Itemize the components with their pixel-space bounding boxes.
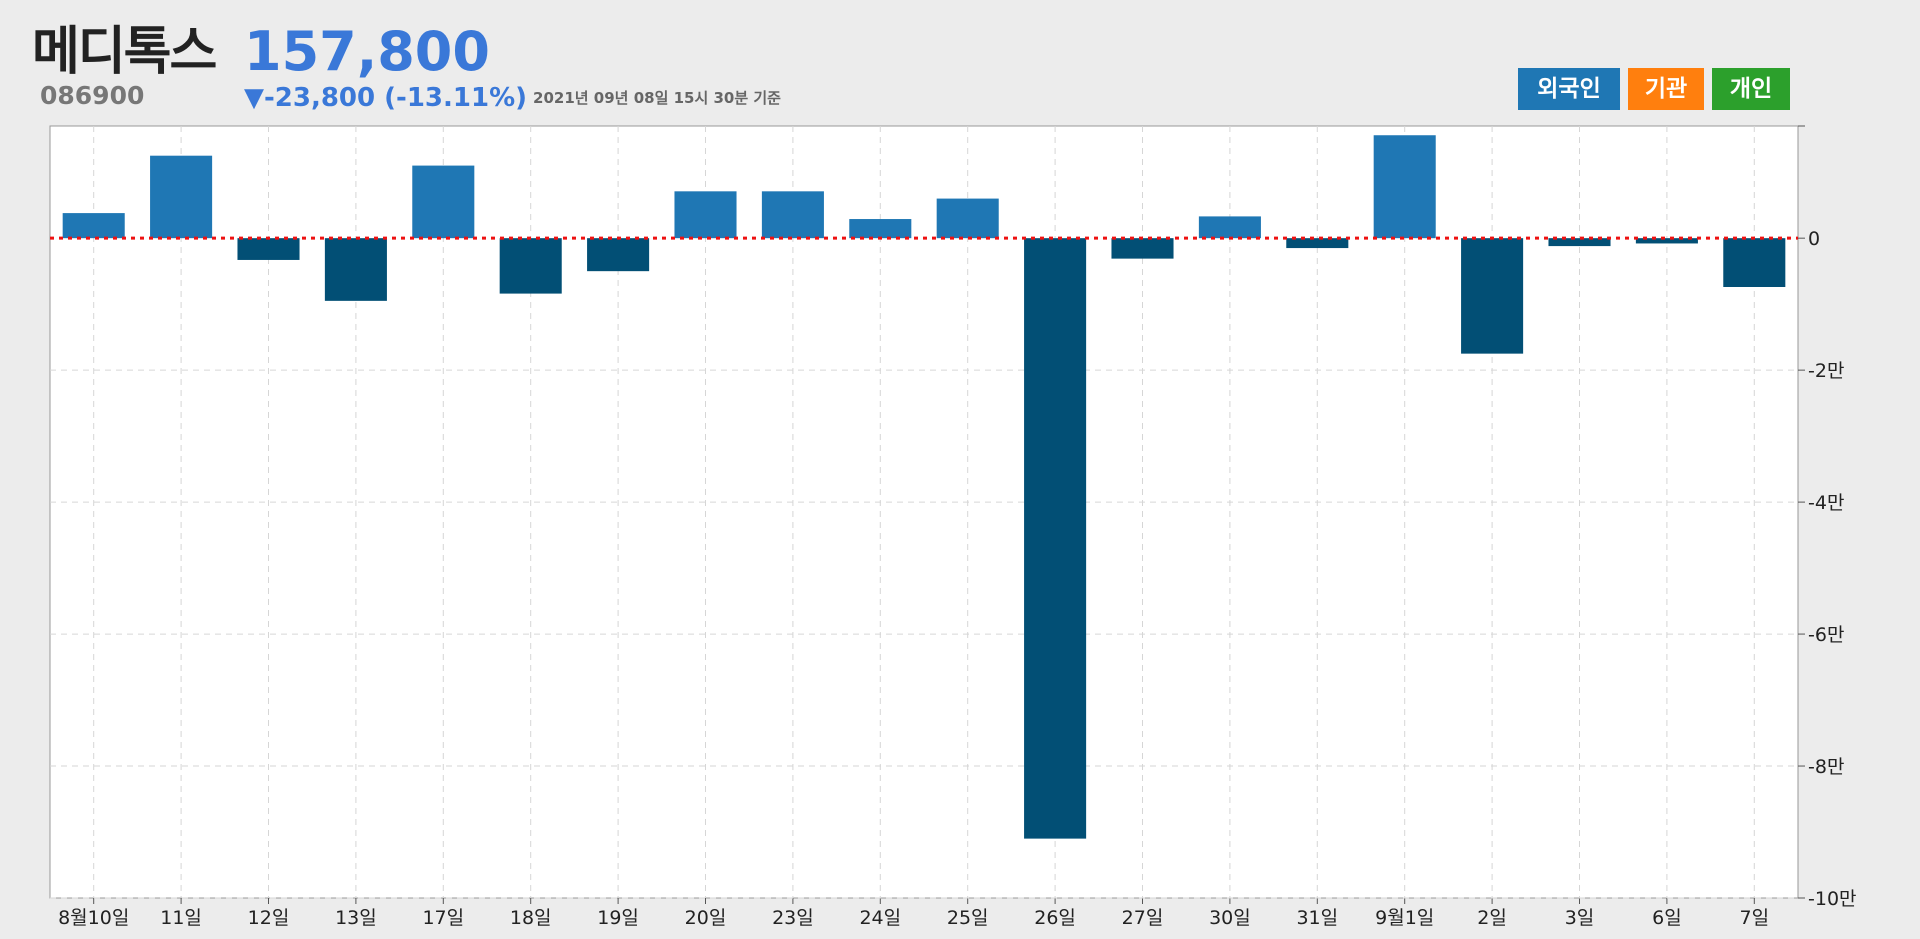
- x-tick-label: 26일: [1034, 907, 1076, 929]
- y-tick-label: -8만: [1808, 756, 1844, 778]
- x-tick-label: 6일: [1652, 907, 1682, 929]
- bar: [1461, 238, 1524, 354]
- bar: [1635, 238, 1698, 244]
- bar: [1024, 238, 1087, 839]
- stock-price: 157,800: [244, 20, 490, 83]
- x-tick-label: 8월10일: [58, 907, 129, 929]
- foreign-investor-button[interactable]: 외국인: [1518, 68, 1620, 110]
- y-axis-labels: 0 -2만 -4만 -6만 -8만 -10만: [1808, 228, 1857, 910]
- y-tick-label: -2만: [1808, 360, 1844, 382]
- bar: [499, 238, 562, 294]
- individual-investor-button[interactable]: 개인: [1712, 68, 1790, 110]
- x-tick-label: 19일: [597, 907, 639, 929]
- header: 메디톡스 086900 157,800 ▼-23,800 (-13.11%) 20…: [0, 0, 1920, 120]
- x-tick-label: 2일: [1477, 907, 1507, 929]
- bar: [1548, 238, 1611, 247]
- x-tick-label: 27일: [1122, 907, 1164, 929]
- x-tick-label: 20일: [685, 907, 727, 929]
- bar: [62, 213, 125, 239]
- grid: [50, 125, 1805, 904]
- plot-background: [49, 125, 1799, 899]
- bars: [62, 135, 1786, 839]
- y-tick-label: -6만: [1808, 624, 1844, 646]
- y-tick-label: -4만: [1808, 492, 1844, 514]
- x-tick-label: 25일: [947, 907, 989, 929]
- x-tick-label: 23일: [772, 907, 814, 929]
- timestamp: 2021년 09년 08일 15시 30분 기준: [533, 89, 781, 107]
- bar: [849, 219, 912, 239]
- bar: [1111, 238, 1174, 259]
- x-tick-label: 11일: [160, 907, 202, 929]
- bar: [412, 165, 475, 239]
- x-tick-label: 24일: [859, 907, 901, 929]
- x-tick-label: 31일: [1296, 907, 1338, 929]
- institution-investor-button[interactable]: 기관: [1628, 68, 1704, 110]
- bar: [324, 238, 387, 301]
- bar: [1723, 238, 1786, 287]
- stock-code: 086900: [40, 81, 145, 110]
- x-tick-label: 17일: [422, 907, 464, 929]
- bar: [587, 238, 650, 272]
- x-tick-label: 30일: [1209, 907, 1251, 929]
- bar: [936, 198, 999, 239]
- bar: [1286, 238, 1349, 249]
- x-tick-label: 13일: [335, 907, 377, 929]
- x-tick-label: 18일: [510, 907, 552, 929]
- bar: [1198, 216, 1261, 239]
- bar: [237, 238, 300, 260]
- stock-change: ▼-23,800 (-13.11%): [244, 83, 528, 113]
- bar: [1373, 135, 1436, 239]
- y-tick-label: -10만: [1808, 888, 1857, 910]
- x-tick-label: 3일: [1565, 907, 1595, 929]
- x-tick-label: 7일: [1740, 907, 1770, 929]
- bar: [674, 191, 737, 239]
- x-axis-labels: 8월10일 11일 12일 13일 17일 18일 19일 20일 23일 24일 25일 26일 27…: [58, 907, 1769, 929]
- x-tick-label: 12일: [248, 907, 290, 929]
- bar: [150, 155, 213, 239]
- stock-change-line: ▼-23,800 (-13.11%) 2021년 09년 08일 15시 30분 …: [244, 82, 781, 114]
- x-tick-label: 9월1일: [1375, 907, 1434, 929]
- stock-name: 메디톡스: [32, 22, 217, 82]
- y-tick-label: 0: [1808, 228, 1820, 250]
- bar: [761, 191, 824, 239]
